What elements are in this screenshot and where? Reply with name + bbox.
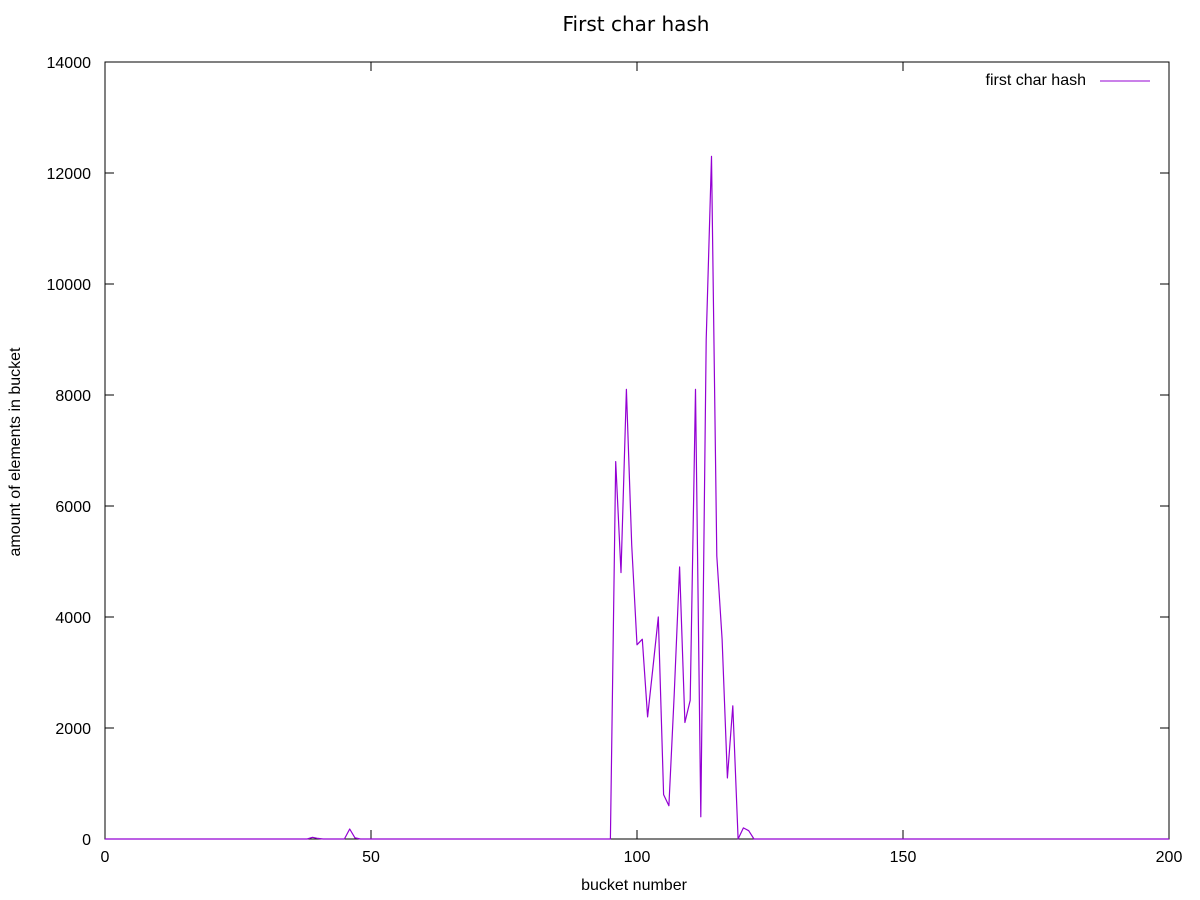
x-tick-label: 50	[362, 849, 380, 866]
y-tick-label: 14000	[47, 55, 92, 72]
series-layer	[105, 155, 1169, 840]
plot-frame	[104, 61, 1170, 840]
y-tick-label: 6000	[55, 499, 91, 516]
series-line	[105, 155, 1169, 840]
legend: first char hash	[986, 72, 1150, 89]
x-axis: 0 50 100 150 200	[101, 62, 1183, 866]
chart-title: First char hash	[563, 12, 710, 36]
y-tick-label: 2000	[55, 721, 91, 738]
y-tick-label: 10000	[47, 277, 92, 294]
x-tick-label: 0	[101, 849, 110, 866]
x-tick-label: 200	[1156, 849, 1183, 866]
y-axis-label: amount of elements in bucket	[7, 347, 24, 557]
y-tick-label: 4000	[55, 610, 91, 627]
y-tick-label: 12000	[47, 166, 92, 183]
y-axis: 0 2000 4000 6000 8000 10000 12000 14000	[47, 55, 1169, 849]
y-tick-label: 8000	[55, 388, 91, 405]
x-axis-label: bucket number	[581, 877, 688, 894]
x-tick-label: 100	[624, 849, 651, 866]
y-tick-label: 0	[82, 832, 91, 849]
x-tick-label: 150	[890, 849, 917, 866]
legend-label: first char hash	[986, 72, 1086, 89]
